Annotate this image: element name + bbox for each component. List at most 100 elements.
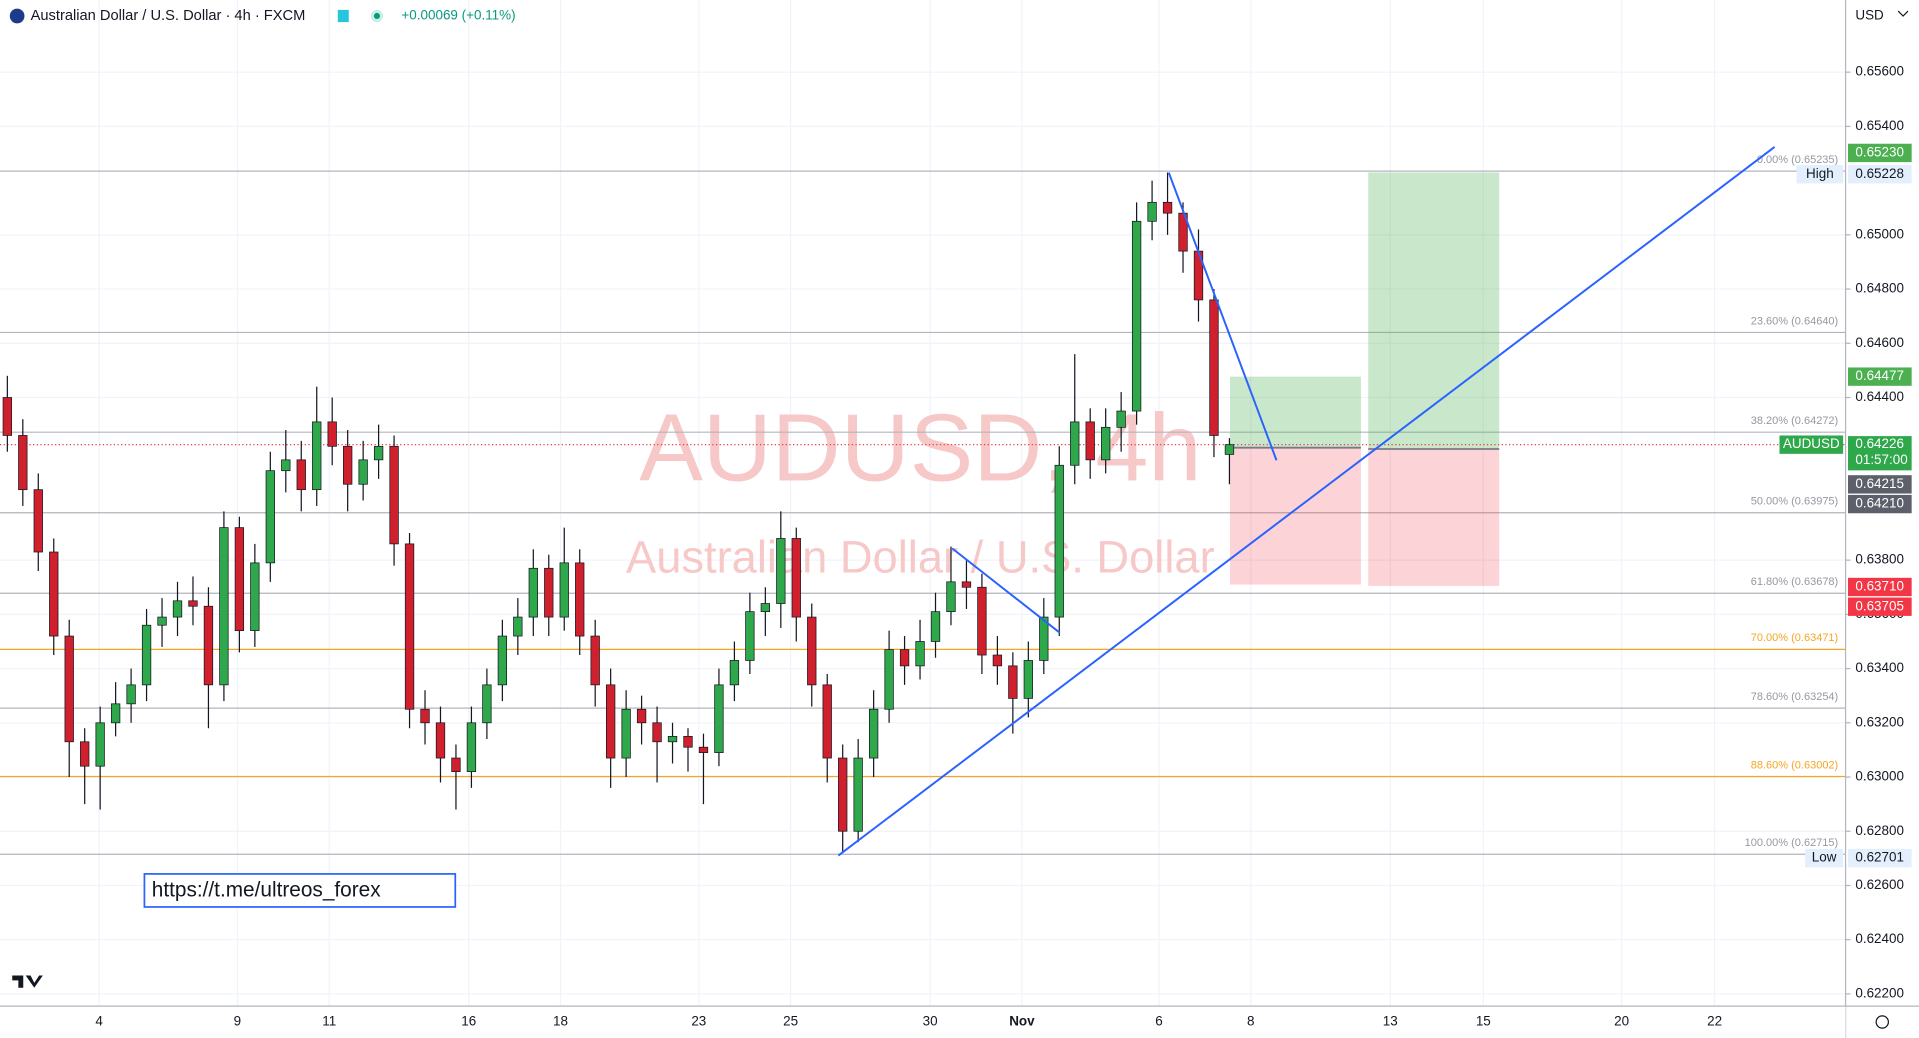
candle-body (1039, 616, 1049, 661)
flag-icon (9, 8, 25, 24)
candle-body (2, 397, 12, 436)
candle-body (528, 567, 538, 618)
x-tick-label: 13 (1383, 1014, 1398, 1029)
candle-body (1224, 444, 1235, 455)
fib-label: 50.00% (0.63975) (1751, 496, 1838, 508)
tv-logo[interactable] (12, 975, 43, 988)
price-label: 0.64215 (1855, 476, 1904, 491)
fib-label: 61.80% (0.63678) (1751, 576, 1838, 588)
candle-body (729, 660, 740, 686)
candle-body (64, 635, 74, 743)
x-tick-label: 20 (1614, 1014, 1629, 1029)
candle-body (822, 684, 832, 759)
candle-body (80, 741, 90, 767)
price-label: 0.63710 (1855, 579, 1904, 594)
x-axis-labels: Oct49111618232530Nov6813152022 (95, 1014, 1722, 1029)
candle-body (110, 703, 121, 724)
candle-body (992, 654, 1003, 667)
price-label-bg (1848, 475, 1912, 494)
price-label: 0.63705 (1855, 598, 1904, 613)
watermark: AUDUSD, 4h Australian Dollar / U.S. Doll… (626, 396, 1215, 583)
countdown: 01:57:00 (1855, 452, 1907, 467)
y-tick-label: 0.64800 (1855, 281, 1904, 296)
price-label-bg (1848, 165, 1912, 184)
candle-body (327, 421, 337, 447)
x-tick-label: 30 (923, 1014, 938, 1029)
x-tick-label: 9 (234, 1014, 241, 1029)
candle-body (49, 551, 59, 637)
price-label-bg (1848, 848, 1912, 868)
currency[interactable]: USD (1855, 8, 1884, 23)
candle-body (250, 562, 260, 632)
fib-label: 23.60% (0.64640) (1751, 315, 1838, 327)
candle-body (513, 616, 523, 637)
link[interactable]: https://t.me/ultreos_forex (152, 879, 381, 902)
candle-body (497, 635, 508, 686)
candle-body (899, 649, 910, 667)
fib-label: 100.00% (0.62715) (1745, 837, 1839, 849)
price-label-bg (1848, 367, 1912, 386)
candle-body (807, 616, 817, 686)
candle-body (683, 735, 693, 748)
candle-body (652, 722, 662, 743)
price-label: 0.64210 (1855, 496, 1904, 511)
candle-body (714, 684, 724, 753)
candle-body (389, 445, 399, 545)
candle-body (776, 538, 786, 604)
candle-body (559, 562, 569, 618)
candle-body (838, 757, 848, 832)
link-box[interactable] (143, 873, 457, 908)
dropdown-icon[interactable] (1897, 10, 1909, 17)
candle-body (358, 459, 368, 485)
header: Australian Dollar / U.S. Dollar · 4h · F… (9, 8, 516, 24)
candle-body (791, 538, 801, 618)
candle-body (1008, 665, 1018, 699)
y-tick-label: 0.62800 (1855, 823, 1904, 838)
candle-body (544, 567, 554, 618)
candle-body (853, 757, 863, 832)
watermark-subtitle: Australian Dollar / U.S. Dollar (626, 532, 1215, 583)
price-tag: High (1806, 166, 1834, 181)
candle-body (312, 421, 322, 491)
candle-body (590, 635, 600, 686)
candle-body (296, 459, 306, 491)
candle-body (636, 708, 647, 724)
candle-body (265, 470, 275, 564)
flag-icon[interactable] (337, 9, 349, 23)
settings-icon[interactable] (1875, 1015, 1890, 1029)
candle-body (373, 445, 384, 461)
candle-body (1023, 660, 1033, 699)
price-change: +0.00069 (+0.11%) (401, 8, 515, 23)
candle-body (1085, 421, 1095, 461)
fib-label: 88.60% (0.63002) (1751, 759, 1838, 771)
status-dot (373, 12, 381, 20)
y-tick-label: 0.63000 (1855, 769, 1904, 784)
price-label: 0.64226 (1855, 436, 1904, 451)
candle-body (172, 600, 183, 618)
candle-body (946, 581, 956, 613)
price-labels: 0.65230 0.65228 High 0.64477 0.6422601:57:00… (1779, 143, 1912, 868)
candle-body (1070, 421, 1080, 466)
candle-body (234, 527, 245, 632)
candle-body (203, 605, 214, 686)
price-tag-bg (1796, 165, 1844, 184)
y-tick-label: 0.63400 (1855, 660, 1904, 675)
stop-zone (1368, 449, 1500, 586)
x-tick-label: 22 (1707, 1014, 1722, 1029)
price-label: 0.64477 (1855, 368, 1904, 383)
candle-body (435, 722, 446, 759)
candle-body (575, 562, 585, 637)
price-tag: Low (1812, 850, 1837, 865)
candle-body (126, 684, 136, 705)
candle-body (343, 445, 353, 485)
x-tick-label: 15 (1476, 1014, 1491, 1029)
x-tick-label: Nov (1009, 1014, 1035, 1029)
price-label: 0.62701 (1855, 850, 1904, 865)
y-tick-label: 0.62400 (1855, 931, 1904, 946)
trend-line (837, 146, 1776, 857)
price-label-bg (1848, 597, 1912, 616)
candle-body (606, 684, 616, 759)
candle-body (1209, 299, 1219, 436)
target-zone (1368, 172, 1500, 450)
